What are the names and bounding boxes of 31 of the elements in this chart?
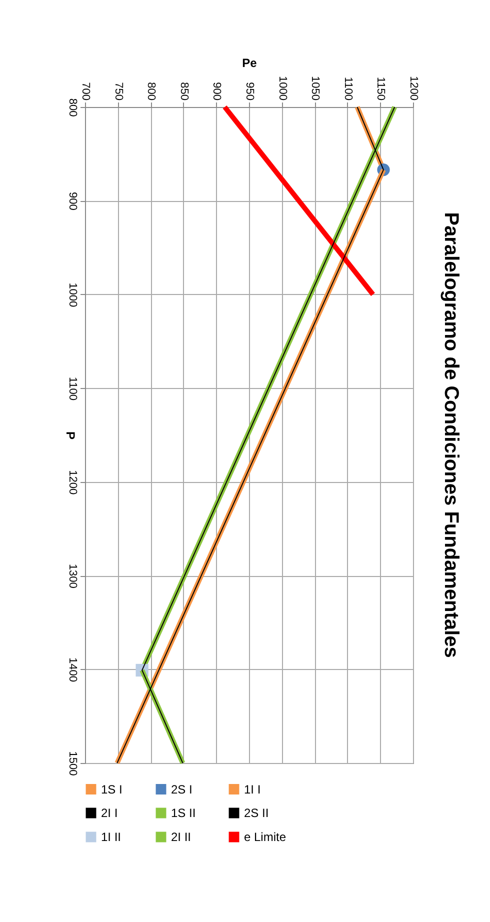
legend-label: 1I II [101, 830, 122, 844]
x-tick-label: 900 [210, 82, 223, 100]
x-tick-label: 700 [80, 82, 92, 100]
y-tick-label: 1500 [66, 751, 78, 776]
y-tick-label: 1100 [66, 376, 78, 400]
y-tick-label: 800 [66, 98, 78, 117]
y-tick-label: 1400 [66, 658, 78, 682]
x-tick-label: 850 [178, 82, 190, 100]
legend-label: 1I I [244, 782, 261, 796]
legend-label: 2S I [171, 782, 192, 796]
legend-label: 2S II [244, 806, 269, 820]
x-tick-label: 1150 [374, 76, 387, 100]
x-tick-label: 1200 [408, 76, 420, 100]
y-tick-label: 900 [66, 192, 78, 210]
legend-label: 1S II [171, 806, 196, 820]
x-tick-label: 750 [112, 82, 124, 100]
text: Paralelogramo de Condiciones Fundamentales [440, 212, 462, 658]
y-tick-label: 1200 [66, 470, 78, 495]
legend-label: 2I I [101, 806, 118, 820]
y-tick-label: 1000 [66, 282, 78, 308]
x-tick-label: 1100 [342, 76, 354, 100]
x-tick-label: 800 [145, 82, 158, 100]
x-tick-label: 1000 [276, 76, 288, 100]
y-axis-title: P [64, 431, 78, 440]
y-tick-label: 1300 [66, 564, 78, 588]
x-tick-label: 1050 [309, 76, 322, 100]
x-tick-label: 950 [244, 82, 256, 100]
legend-label: e Limite [244, 830, 286, 844]
legend-label: 1S I [101, 782, 122, 796]
x-axis-title: Pe [242, 56, 258, 70]
legend-label: 2I II [171, 830, 192, 844]
